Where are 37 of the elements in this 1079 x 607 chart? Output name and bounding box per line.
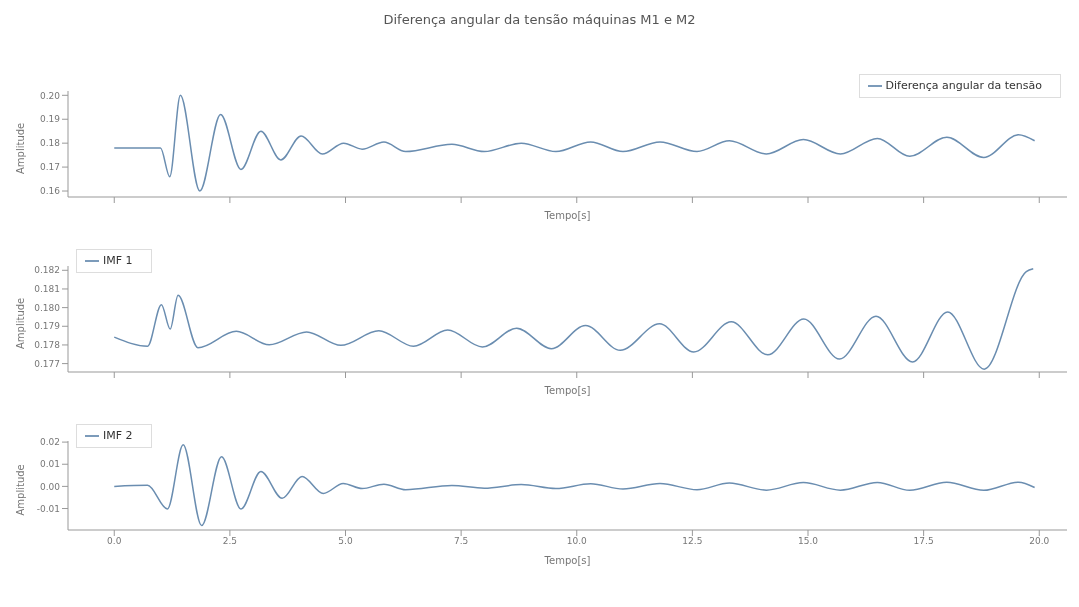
chart-title: Diferença angular da tensão máquinas M1 e M2 [382, 11, 697, 29]
y-tick-label: 0.177 [34, 358, 60, 369]
x-tick-label: 15.0 [797, 536, 819, 547]
x-tick-label: 2.5 [222, 536, 238, 547]
y-tick-label: 0.19 [39, 114, 61, 125]
legend-label: IMF 1 [103, 254, 133, 267]
y-tick-label: 0.17 [39, 162, 60, 173]
x-tick-label: 7.5 [453, 536, 469, 547]
y-tick-label: 0.179 [34, 321, 61, 332]
y-tick-label: 0.02 [39, 437, 60, 448]
x-tick-label: 17.5 [913, 536, 934, 547]
y-axis-title: Amplitude [14, 297, 26, 349]
y-tick-label: 0.18 [39, 138, 61, 149]
y-axis-title: Amplitude [14, 122, 26, 174]
y-tick-label: 0.178 [34, 340, 61, 351]
x-axis-title: Tempo[s] [543, 210, 591, 221]
x-tick-label: 20.0 [1029, 536, 1050, 547]
legend-label: IMF 2 [103, 429, 133, 442]
line-series [113, 94, 1036, 192]
legend-label: Diferença angular da tensão [885, 79, 1042, 92]
y-tick-label: 0.16 [39, 186, 61, 197]
x-tick-label: 0.0 [107, 536, 122, 547]
x-tick-label: 5.0 [338, 536, 353, 547]
y-tick-label: 0.180 [34, 302, 61, 313]
y-tick-label: 0.00 [39, 481, 61, 492]
line-series [113, 444, 1036, 527]
y-tick-label: 0.182 [34, 265, 60, 276]
x-axis-title: Tempo[s] [543, 555, 591, 566]
x-axis-title: Tempo[s] [543, 385, 591, 396]
y-tick-label: 0.01 [39, 459, 60, 470]
y-tick-label: -0.01 [36, 503, 60, 514]
line-series [113, 268, 1034, 370]
y-tick-label: 0.20 [39, 90, 61, 101]
y-tick-label: 0.181 [34, 284, 60, 295]
x-tick-label: 10.0 [566, 536, 588, 547]
x-tick-label: 12.5 [682, 536, 703, 547]
y-axis-title: Amplitude [14, 464, 26, 516]
